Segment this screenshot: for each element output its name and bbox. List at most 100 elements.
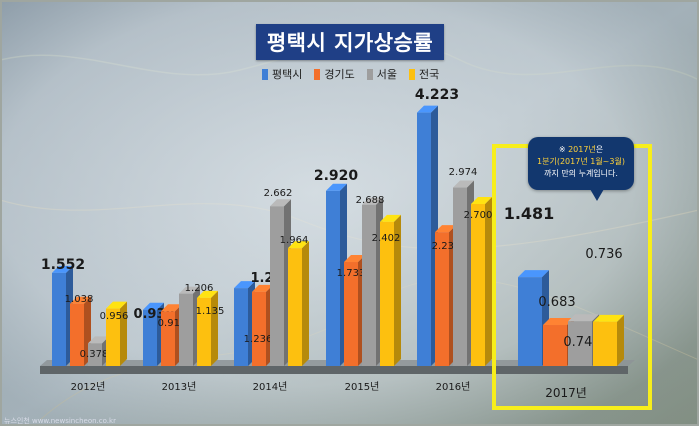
legend-item-gyeonggi: 경기도 [314, 66, 355, 82]
bar-top-2012년-전국 [106, 301, 127, 309]
bar-top-2015년-경기도 [344, 255, 365, 263]
value-label-2016년-평택시: 4.223 [415, 87, 459, 103]
bar-2016년-경기도 [435, 232, 449, 366]
chart-title: 평택시 지가상승률 [256, 24, 444, 60]
bar-2017년-서울 [568, 321, 592, 366]
bar-2013년-서울 [179, 293, 193, 366]
value-label-2016년-전국: 2.700 [464, 210, 493, 221]
note-highlight: 2017년 [568, 145, 596, 154]
bar-2015년-경기도 [344, 262, 358, 366]
category-label-2014년: 2014년 [253, 381, 288, 393]
bar-2014년-서울 [270, 206, 284, 366]
legend-item-national: 전국 [409, 66, 439, 82]
bar-top-2015년-서울 [362, 197, 383, 205]
bar-2016년-서울 [453, 187, 467, 366]
category-label-2017년: 2017년 [545, 386, 587, 400]
category-label-2015년: 2015년 [345, 381, 380, 393]
bar-2013년-경기도 [161, 311, 175, 366]
note-callout: ※ 2017년은 1분기(2017년 1월~3월) 까지 만의 누계입니다. [528, 137, 634, 201]
bar-side-2014년-전국 [302, 241, 309, 366]
bar-side-2015년-전국 [394, 214, 401, 366]
value-label-2013년-경기도: 0.912 [158, 318, 187, 329]
value-label-2017년-서울: 0.746 [563, 335, 600, 350]
floor-front [40, 366, 628, 374]
legend-item-pyeongtaek: 평택시 [262, 66, 302, 82]
note-line-2: 1분기(2017년 1월~3월) [537, 157, 625, 166]
bar-top-2012년-경기도 [70, 296, 91, 304]
bar-side-2017년-전국 [617, 314, 624, 366]
value-label-2014년-경기도: 1.236 [244, 334, 273, 345]
footer-credit: 뉴스인천 www.newsincheon.co.kr [4, 417, 116, 425]
bar-top-2014년-전국 [288, 241, 309, 249]
bar-side-2013년-전국 [211, 290, 218, 366]
legend-swatch-seoul [366, 68, 373, 80]
legend-label-gyeonggi: 경기도 [324, 68, 355, 81]
value-label-2016년-서울: 2.974 [449, 167, 478, 178]
bar-2012년-전국 [106, 308, 120, 366]
legend-label-seoul: 서울 [376, 68, 397, 81]
bar-2013년-전국 [197, 297, 211, 366]
value-label-2014년-서울: 2.662 [264, 188, 293, 199]
category-label-2016년: 2016년 [436, 381, 471, 393]
category-label-2012년: 2012년 [71, 381, 106, 393]
bar-top-2016년-평택시 [417, 105, 438, 113]
bar-2014년-경기도 [252, 291, 266, 366]
legend: 평택시 경기도 서울 전국 [262, 66, 439, 82]
bar-top-2013년-전국 [197, 290, 218, 298]
bar-2012년-평택시 [52, 272, 66, 366]
value-label-2016년-경기도: 2.231 [432, 241, 461, 252]
bar-2016년-평택시 [417, 112, 431, 367]
value-label-2015년-경기도: 1.733 [337, 268, 366, 279]
bar-group-2012년: 1.552 1.038 0.378 0.956 2012년 [41, 257, 128, 393]
bar-2014년-전국 [288, 248, 302, 366]
legend-swatch-national [409, 68, 415, 80]
bar-top-2016년-전국 [471, 197, 492, 204]
bar-top-2012년-서울 [88, 336, 109, 344]
legend-label-pyeongtaek: 평택시 [272, 68, 303, 81]
note-line-1: ※ 2017년은 [528, 144, 634, 156]
bar-2017년-경기도 [543, 325, 567, 366]
value-label-2012년-경기도: 1.038 [65, 294, 94, 305]
bar-2017년-전국 [593, 321, 617, 366]
bar-side-2012년-전국 [120, 301, 127, 366]
bar-top-2013년-평택시 [143, 302, 164, 310]
value-label-2015년-평택시: 2.920 [314, 168, 359, 184]
bar-2013년-평택시 [143, 309, 157, 366]
bar-2015년-전국 [380, 221, 394, 366]
bar-top-2015년-전국 [380, 214, 401, 222]
bar-2014년-평택시 [234, 288, 248, 366]
value-label-2017년-평택시: 1.481 [504, 204, 555, 223]
value-label-2013년-전국: 1.135 [196, 306, 225, 317]
value-label-2017년-전국: 0.736 [585, 247, 622, 262]
value-label-2015년-전국: 2.402 [372, 233, 401, 244]
bar-top-2017년-경기도 [543, 318, 574, 326]
note-line-3: 까지 만의 누계입니다. [544, 169, 618, 178]
note-suffix: 은 [595, 145, 604, 154]
bar-2016년-전국 [471, 204, 485, 366]
bar-2012년-경기도 [70, 303, 84, 366]
value-label-2015년-서울: 2.688 [356, 195, 385, 206]
category-label-2013년: 2013년 [162, 381, 197, 393]
legend-item-seoul: 서울 [366, 66, 397, 82]
bar-top-2017년-서울 [568, 314, 599, 322]
legend-swatch-pyeongtaek [262, 68, 268, 80]
bar-2015년-서울 [362, 204, 376, 366]
bar-top-2014년-서울 [270, 199, 291, 207]
note-prefix: ※ [558, 145, 569, 154]
legend-label-national: 전국 [419, 68, 440, 81]
value-label-2012년-평택시: 1.552 [41, 257, 85, 273]
bar-top-2017년-평택시 [518, 270, 549, 278]
value-label-2017년-경기도: 0.683 [538, 295, 575, 310]
bar-2015년-평택시 [326, 190, 340, 366]
bar-top-2013년-경기도 [161, 304, 182, 312]
value-label-2014년-전국: 1.964 [280, 235, 309, 246]
bar-top-2014년-평택시 [234, 281, 255, 289]
value-label-2012년-전국: 0.956 [100, 311, 129, 322]
bar-top-2015년-평택시 [326, 183, 347, 191]
bar-group-2016년: 4.223 2.231 2.974 2.700 2016년 [415, 87, 492, 393]
bar-top-2016년-서울 [453, 180, 474, 188]
bar-top-2013년-서울 [179, 286, 200, 294]
